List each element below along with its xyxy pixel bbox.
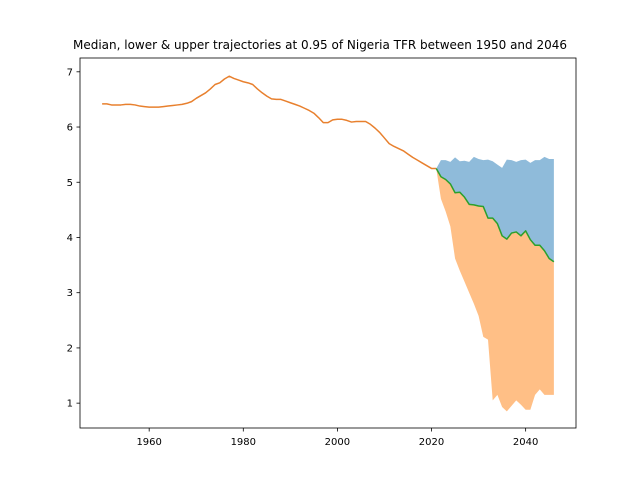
y-tick-label: 1 (67, 399, 73, 410)
x-tick-label: 1980 (231, 437, 256, 448)
plot-area (102, 75, 555, 412)
chart-title: Median, lower & upper trajectories at 0.… (73, 38, 567, 52)
y-tick-label: 3 (67, 288, 73, 299)
x-tick-label: 2040 (513, 437, 538, 448)
history-line (102, 75, 437, 170)
y-tick-label: 4 (67, 233, 73, 244)
x-axis: 1960 1980 2000 2020 2040 (136, 428, 538, 448)
upper-band (436, 156, 554, 262)
y-axis: 1 2 3 4 5 6 7 (67, 67, 80, 410)
median-line (435, 168, 555, 263)
x-tick-label: 1960 (136, 437, 161, 448)
x-tick-label: 2020 (419, 437, 444, 448)
lower-band (436, 168, 554, 412)
y-tick-label: 6 (67, 123, 73, 134)
y-tick-label: 5 (67, 178, 73, 189)
y-tick-label: 7 (67, 67, 73, 78)
y-tick-label: 2 (67, 343, 73, 354)
axes-frame (79, 57, 577, 429)
x-tick-label: 2000 (325, 437, 350, 448)
